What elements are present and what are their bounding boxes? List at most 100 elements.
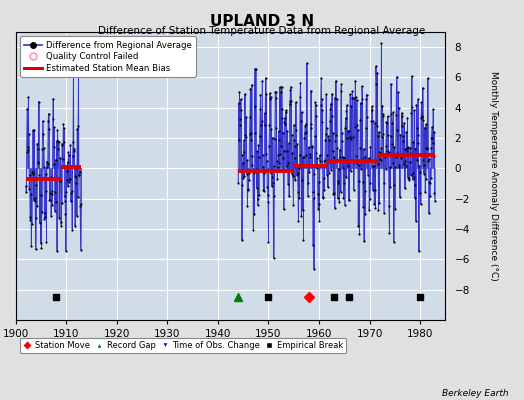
Point	[285, 140, 293, 146]
Point	[379, 131, 388, 137]
Point	[331, 95, 339, 101]
Point	[377, 40, 386, 46]
Point	[300, 135, 309, 141]
Point	[354, 223, 363, 229]
Point	[341, 125, 350, 131]
Point	[380, 210, 388, 216]
Point	[253, 148, 261, 155]
Point	[64, 152, 73, 158]
Point	[374, 132, 382, 139]
Point	[358, 179, 367, 186]
Point	[252, 66, 260, 72]
Point	[332, 78, 340, 84]
Point	[369, 186, 377, 193]
Point	[62, 189, 70, 195]
Point	[335, 166, 343, 172]
Point	[35, 172, 43, 178]
Point	[384, 132, 392, 138]
Point	[318, 96, 326, 102]
Point	[365, 207, 373, 213]
Point	[370, 187, 379, 193]
Point	[420, 170, 428, 177]
Point	[348, 88, 356, 95]
Point	[67, 198, 75, 204]
Point	[311, 133, 319, 139]
Point	[323, 152, 332, 159]
Point	[32, 214, 40, 221]
Point	[57, 219, 65, 225]
Point	[269, 179, 277, 186]
Point	[76, 203, 84, 210]
Point	[381, 166, 390, 172]
Point	[335, 199, 343, 206]
Point	[339, 194, 347, 201]
Point	[294, 218, 302, 224]
Point	[388, 141, 397, 148]
Point	[391, 154, 400, 160]
Point	[378, 134, 386, 140]
Point	[423, 145, 431, 152]
Point	[381, 152, 389, 159]
Point	[392, 112, 400, 118]
Point	[34, 158, 42, 165]
Point	[302, 128, 310, 135]
Point	[305, 151, 314, 158]
Point	[353, 160, 362, 166]
Point	[357, 156, 366, 162]
Point	[31, 246, 40, 253]
Point	[347, 103, 355, 109]
Point	[276, 150, 285, 157]
Point	[311, 99, 320, 106]
Point	[77, 201, 85, 208]
Point	[67, 142, 75, 149]
Point	[35, 98, 43, 105]
Point	[51, 207, 59, 214]
Point	[397, 110, 406, 116]
Point	[365, 196, 374, 202]
Point	[62, 177, 71, 184]
Point	[272, 158, 281, 164]
Point	[292, 127, 300, 133]
Point	[243, 157, 251, 164]
Point	[59, 156, 67, 162]
Point	[255, 154, 264, 160]
Point	[281, 114, 289, 121]
Point	[429, 139, 437, 146]
Point	[275, 128, 283, 134]
Point	[25, 186, 34, 192]
Point	[362, 96, 370, 102]
Point	[37, 244, 46, 251]
Point	[289, 173, 297, 179]
Point	[310, 266, 318, 272]
Text: Berkeley Earth: Berkeley Earth	[442, 389, 508, 398]
Point	[30, 197, 38, 204]
Point	[42, 238, 51, 245]
Point	[28, 169, 36, 175]
Point	[326, 100, 335, 107]
Point	[339, 154, 347, 160]
Point	[265, 143, 273, 149]
Point	[56, 154, 64, 161]
Point	[278, 115, 287, 122]
Point	[389, 160, 397, 166]
Point	[410, 107, 419, 114]
Point	[257, 118, 266, 124]
Point	[268, 174, 277, 180]
Point	[340, 155, 348, 162]
Point	[319, 195, 327, 201]
Point	[23, 106, 31, 112]
Point	[245, 130, 254, 137]
Point	[33, 140, 41, 147]
Point	[77, 246, 85, 253]
Point	[268, 183, 276, 189]
Point	[308, 143, 316, 149]
Point	[315, 218, 324, 224]
Point	[418, 113, 427, 120]
Point	[316, 102, 325, 108]
Point	[371, 120, 379, 126]
Point	[330, 154, 339, 161]
Point	[385, 203, 393, 210]
Point	[410, 195, 419, 201]
Point	[369, 163, 378, 170]
Point	[251, 66, 259, 72]
